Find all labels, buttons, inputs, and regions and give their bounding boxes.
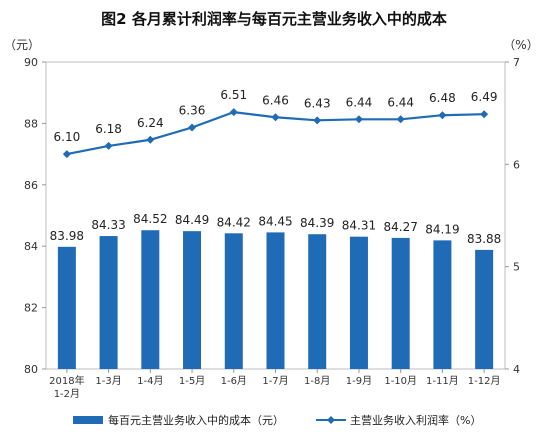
- left-tick-label: 90: [24, 56, 38, 69]
- left-tick-label: 86: [24, 179, 38, 192]
- bar: [99, 236, 118, 369]
- line-data-label: 6.48: [429, 91, 456, 105]
- line-data-label: 6.46: [262, 93, 289, 107]
- left-axis-unit: （元）: [4, 38, 40, 52]
- line-point: [396, 115, 405, 124]
- line-point: [104, 141, 113, 150]
- bar-data-label: 84.39: [300, 216, 334, 230]
- bar-data-label: 84.27: [384, 220, 418, 234]
- right-tick-label: 4: [513, 363, 520, 376]
- right-axis: 4 5 6 7: [505, 56, 520, 376]
- x-tick-label: 1-8月: [304, 375, 330, 387]
- right-tick-label: 6: [513, 158, 520, 171]
- line-data-label: 6.49: [471, 90, 498, 104]
- line-data-label: 6.10: [54, 130, 81, 144]
- bar-series: [57, 230, 494, 369]
- line-data-label: 6.44: [387, 95, 414, 109]
- chart-title: 图2 各月累计利润率与每百元主营业务收入中的成本: [101, 10, 447, 28]
- line-point: [271, 113, 280, 122]
- bar: [349, 236, 368, 369]
- left-tick-label: 80: [24, 363, 38, 376]
- line-data-label: 6.43: [304, 96, 331, 110]
- line-data-label: 6.44: [346, 95, 373, 109]
- x-tick-label: 1-9月: [346, 375, 372, 387]
- line-point: [480, 110, 489, 119]
- line-series: [62, 108, 489, 159]
- line-data-label: 6.18: [95, 122, 122, 136]
- legend-line-label: 主营业务收入利润率（%）: [350, 413, 481, 427]
- legend: 每百元主营业务收入中的成本（元） 主营业务收入利润率（%）: [73, 413, 481, 427]
- bar-data-labels: 83.98 84.33 84.52 84.49 84.42 84.45 84.39 84.31…: [50, 212, 502, 246]
- line-data-label: 6.24: [137, 116, 164, 130]
- left-tick-label: 88: [24, 117, 38, 130]
- bar: [266, 232, 285, 369]
- right-axis-unit: （%）: [503, 38, 538, 52]
- bar: [57, 246, 76, 369]
- bar-data-label: 84.49: [175, 213, 209, 227]
- bar: [308, 234, 327, 369]
- x-tick-label: 1-12月: [468, 375, 501, 387]
- x-tick-label: 1-11月: [426, 375, 459, 387]
- bar: [433, 240, 452, 369]
- legend-bar-label: 每百元主营业务收入中的成本（元）: [108, 413, 284, 427]
- line-point: [229, 108, 238, 117]
- x-tick-label: 1-3月: [95, 375, 121, 387]
- left-tick-label: 84: [24, 240, 38, 253]
- bar: [475, 249, 494, 369]
- right-tick-label: 5: [513, 261, 520, 274]
- x-tick-label: 1-5月: [179, 375, 205, 387]
- bar: [183, 231, 202, 369]
- bar-data-label: 84.45: [258, 214, 292, 228]
- line-data-labels: 6.10 6.18 6.24 6.36 6.51 6.46 6.43 6.44 6.44 6.48…: [54, 88, 498, 144]
- left-tick-label: 82: [24, 302, 38, 315]
- bar-data-label: 84.33: [91, 218, 125, 232]
- x-tick-label: 2018年 1-2月: [49, 374, 84, 400]
- bar: [224, 233, 243, 369]
- bar-data-label: 83.98: [50, 229, 84, 243]
- bar-data-label: 84.52: [133, 212, 167, 226]
- x-axis: 2018年 1-2月 1-3月 1-4月 1-5月 1-6月 1-7月 1-8月 1-9月 1-1…: [49, 369, 500, 400]
- bar-data-label: 84.19: [425, 222, 459, 236]
- line-data-label: 6.51: [220, 88, 247, 102]
- legend-bar-swatch: [73, 416, 103, 424]
- line-point: [146, 135, 155, 144]
- bar: [141, 230, 160, 369]
- x-tick-label: 1-10月: [384, 375, 417, 387]
- line-point: [438, 111, 447, 120]
- x-tick-label: 1-4月: [137, 375, 163, 387]
- line-point: [62, 150, 71, 159]
- line-data-label: 6.36: [179, 103, 206, 117]
- bar: [391, 237, 410, 369]
- legend-line-marker: [327, 416, 335, 424]
- line-point: [354, 115, 363, 124]
- bar-data-label: 84.31: [342, 219, 376, 233]
- line-point: [188, 123, 197, 132]
- right-tick-label: 7: [513, 56, 520, 69]
- bar-data-label: 84.42: [217, 215, 251, 229]
- x-tick-label: 1-6月: [221, 375, 247, 387]
- line-point: [313, 116, 322, 125]
- left-axis: 80 82 84 86 88 90: [24, 56, 46, 376]
- bar-data-label: 83.88: [467, 232, 501, 246]
- x-tick-label: 1-7月: [262, 375, 288, 387]
